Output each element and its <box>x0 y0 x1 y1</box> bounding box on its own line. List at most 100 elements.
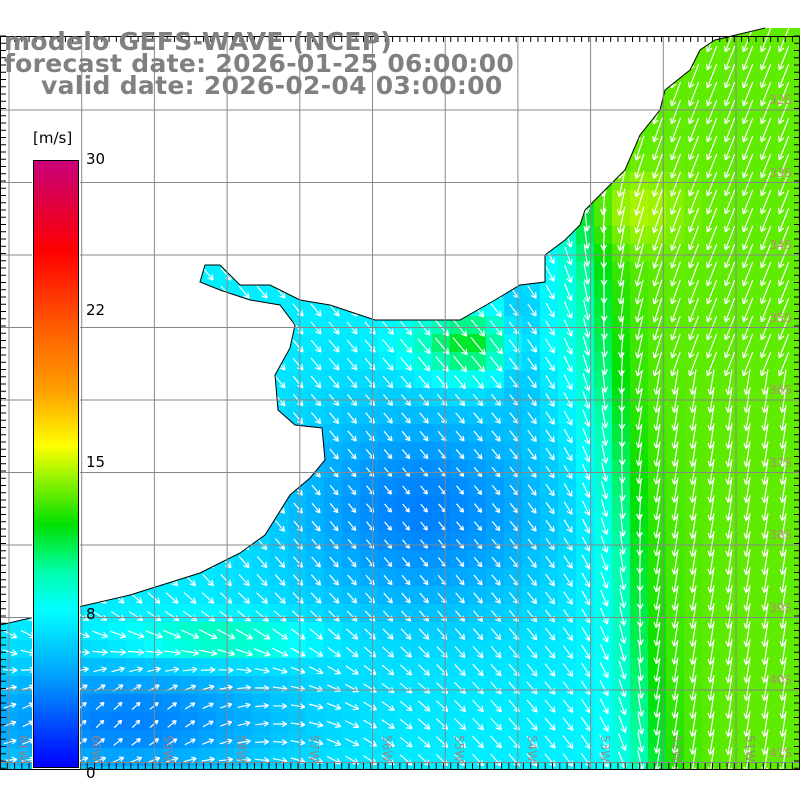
wind-arrow <box>326 702 342 711</box>
wind-cell <box>396 352 414 370</box>
wind-cell <box>216 514 234 532</box>
wind-cell <box>234 442 252 460</box>
wind-cell <box>414 658 432 676</box>
wind-cell <box>288 226 306 244</box>
wind-cell <box>504 100 522 118</box>
wind-cell <box>594 208 612 226</box>
wind-arrow <box>382 303 394 317</box>
wind-cell <box>360 100 378 118</box>
wind-arrow <box>184 303 196 317</box>
wind-cell <box>216 532 234 550</box>
wind-cell <box>684 442 702 460</box>
wind-arrow <box>599 81 607 107</box>
wind-cell <box>126 262 144 280</box>
wind-arrow <box>417 356 431 372</box>
wind-cell <box>594 352 612 370</box>
wind-arrow <box>741 279 754 305</box>
wind-cell <box>522 244 540 262</box>
wind-cell <box>432 424 450 442</box>
wind-cell <box>288 352 306 370</box>
wind-arrow <box>311 430 322 442</box>
wind-arrow <box>94 519 106 533</box>
wind-cell <box>216 478 234 496</box>
wind-arrow <box>202 429 214 443</box>
wind-arrow <box>310 610 323 622</box>
wind-cell <box>774 424 792 442</box>
wind-arrow <box>400 610 412 622</box>
wind-arrow <box>616 135 626 161</box>
wind-arrow <box>741 333 754 359</box>
wind-arrow <box>705 117 718 143</box>
wind-cell <box>324 154 342 172</box>
wind-arrow <box>705 207 718 233</box>
wind-arrow <box>634 135 645 161</box>
wind-cell <box>648 406 666 424</box>
wind-cell <box>558 658 576 676</box>
wind-cell <box>648 226 666 244</box>
wind-arrow <box>4 573 17 587</box>
wind-cell <box>324 442 342 460</box>
wind-arrow <box>454 177 466 191</box>
wind-cell <box>414 190 432 208</box>
wind-cell <box>108 496 126 514</box>
wind-arrow <box>329 484 339 496</box>
wind-arrow <box>401 412 411 424</box>
wind-arrow <box>545 356 555 372</box>
wind-arrow <box>184 702 196 710</box>
wind-arrow <box>526 699 538 713</box>
wind-arrow <box>417 718 431 730</box>
wind-arrow <box>184 375 196 389</box>
wind-arrow <box>759 297 772 323</box>
wind-cell <box>684 280 702 298</box>
wind-cell <box>468 244 486 262</box>
wind-cell <box>288 154 306 172</box>
wind-cell <box>612 352 630 370</box>
wind-cell <box>522 712 540 730</box>
wind-arrow <box>670 351 681 377</box>
wind-arrow <box>58 105 70 119</box>
wind-cell <box>216 154 234 172</box>
wind-arrow <box>112 375 124 389</box>
wind-cell <box>540 46 558 64</box>
wind-cell <box>252 496 270 514</box>
longitude-label: 58W <box>234 735 249 763</box>
wind-arrow <box>601 444 609 464</box>
wind-arrow <box>166 105 178 119</box>
wind-arrow <box>218 666 234 674</box>
wind-cell <box>666 154 684 172</box>
wind-arrow <box>200 610 216 622</box>
wind-cell <box>216 424 234 442</box>
wind-arrow <box>328 303 340 317</box>
wind-cell <box>666 316 684 334</box>
wind-cell <box>648 388 666 406</box>
wind-cell <box>648 298 666 316</box>
wind-arrow <box>473 592 483 604</box>
wind-arrow <box>618 715 627 734</box>
wind-cell <box>180 172 198 190</box>
wind-cell <box>450 622 468 640</box>
wind-arrow <box>741 297 754 323</box>
wind-cell <box>198 406 216 424</box>
wind-cell <box>540 172 558 190</box>
wind-arrow <box>22 429 34 443</box>
wind-cell <box>540 154 558 172</box>
wind-arrow <box>546 48 555 68</box>
wind-arrow <box>581 518 591 534</box>
wind-cell <box>252 532 270 550</box>
wind-cell <box>162 244 180 262</box>
wind-arrow <box>723 153 736 179</box>
wind-cell <box>378 208 396 226</box>
wind-cell <box>288 550 306 568</box>
wind-cell <box>216 406 234 424</box>
lat-lon-grid <box>0 36 800 770</box>
wind-cell <box>594 316 612 334</box>
wind-cell <box>684 352 702 370</box>
wind-cell <box>342 460 360 478</box>
wind-arrow <box>581 536 591 552</box>
wind-cell <box>558 730 576 748</box>
wind-arrow <box>130 411 142 425</box>
wind-cell <box>414 352 432 370</box>
wind-arrow <box>546 139 555 157</box>
wind-arrow <box>401 574 411 586</box>
wind-arrow <box>491 430 501 442</box>
